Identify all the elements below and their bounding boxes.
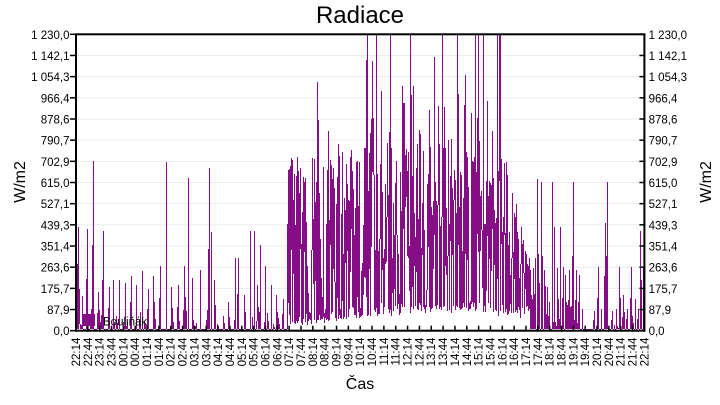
svg-text:07:44: 07:44: [296, 337, 308, 366]
svg-text:439,3: 439,3: [41, 220, 70, 232]
svg-text:17:14: 17:14: [521, 337, 533, 366]
svg-text:21:14: 21:14: [616, 337, 628, 366]
svg-text:702,9: 702,9: [649, 157, 678, 169]
svg-text:19:14: 19:14: [568, 337, 580, 366]
svg-text:Čas: Čas: [346, 374, 374, 393]
svg-text:175,7: 175,7: [649, 284, 678, 296]
svg-text:1 054,3: 1 054,3: [31, 72, 69, 84]
svg-text:527,1: 527,1: [41, 199, 70, 211]
svg-text:1 142,1: 1 142,1: [649, 51, 687, 63]
svg-text:966,4: 966,4: [41, 93, 70, 105]
svg-text:08:44: 08:44: [320, 337, 332, 366]
svg-text:87,9: 87,9: [649, 305, 671, 317]
svg-text:19:44: 19:44: [580, 337, 592, 366]
svg-text:W/m2: W/m2: [12, 161, 29, 203]
svg-text:615,0: 615,0: [649, 178, 678, 190]
svg-text:06:44: 06:44: [272, 337, 284, 366]
svg-text:263,6: 263,6: [649, 263, 678, 275]
svg-text:1 054,3: 1 054,3: [649, 72, 687, 84]
svg-text:15:44: 15:44: [485, 337, 497, 366]
svg-text:10:14: 10:14: [355, 337, 367, 366]
svg-text:351,4: 351,4: [41, 241, 70, 253]
svg-text:615,0: 615,0: [41, 178, 70, 190]
svg-text:03:14: 03:14: [189, 337, 201, 366]
svg-text:Bouliňák: Bouliňák: [103, 316, 147, 328]
svg-text:01:14: 01:14: [142, 337, 154, 366]
svg-text:20:44: 20:44: [604, 337, 616, 366]
svg-text:00:14: 00:14: [118, 337, 130, 366]
svg-text:23:44: 23:44: [107, 337, 119, 366]
svg-text:790,7: 790,7: [649, 136, 678, 148]
svg-text:09:14: 09:14: [332, 337, 344, 366]
svg-text:14:44: 14:44: [462, 337, 474, 366]
svg-text:16:14: 16:14: [497, 337, 509, 366]
svg-text:702,9: 702,9: [41, 157, 70, 169]
svg-text:21:44: 21:44: [628, 337, 640, 366]
svg-text:05:14: 05:14: [237, 337, 249, 366]
svg-text:07:14: 07:14: [284, 337, 296, 366]
svg-text:0,0: 0,0: [54, 326, 70, 338]
svg-text:263,6: 263,6: [41, 263, 70, 275]
svg-text:23:14: 23:14: [95, 337, 107, 366]
svg-text:0,0: 0,0: [649, 326, 665, 338]
svg-text:87,9: 87,9: [47, 305, 69, 317]
svg-text:18:14: 18:14: [545, 337, 557, 366]
svg-text:00:44: 00:44: [130, 337, 142, 366]
svg-text:10:44: 10:44: [367, 337, 379, 366]
svg-text:175,7: 175,7: [41, 284, 70, 296]
svg-text:12:44: 12:44: [414, 337, 426, 366]
svg-text:20:14: 20:14: [592, 337, 604, 366]
svg-text:18:44: 18:44: [557, 337, 569, 366]
svg-text:878,6: 878,6: [41, 114, 70, 126]
svg-text:09:44: 09:44: [343, 337, 355, 366]
svg-text:439,3: 439,3: [649, 220, 678, 232]
svg-text:04:44: 04:44: [225, 337, 237, 366]
svg-text:05:44: 05:44: [249, 337, 261, 366]
svg-text:15:14: 15:14: [474, 337, 486, 366]
svg-text:966,4: 966,4: [649, 93, 678, 105]
svg-text:04:14: 04:14: [213, 337, 225, 366]
svg-text:Radiace: Radiace: [316, 2, 404, 29]
svg-text:351,4: 351,4: [649, 241, 678, 253]
svg-text:527,1: 527,1: [649, 199, 678, 211]
svg-text:13:14: 13:14: [426, 337, 438, 366]
svg-text:17:44: 17:44: [533, 337, 545, 366]
svg-text:1 230,0: 1 230,0: [649, 30, 687, 42]
svg-text:02:44: 02:44: [178, 337, 190, 366]
svg-text:06:14: 06:14: [260, 337, 272, 366]
svg-text:22:14: 22:14: [71, 337, 83, 366]
svg-text:03:44: 03:44: [201, 337, 213, 366]
svg-text:W/m2: W/m2: [698, 161, 715, 203]
svg-text:16:44: 16:44: [509, 337, 521, 366]
svg-text:22:14: 22:14: [639, 337, 651, 366]
svg-text:22:44: 22:44: [83, 337, 95, 366]
svg-text:11:14: 11:14: [379, 337, 391, 366]
svg-text:1 142,1: 1 142,1: [31, 51, 69, 63]
svg-text:08:14: 08:14: [308, 337, 320, 366]
svg-text:790,7: 790,7: [41, 136, 70, 148]
svg-text:1 230,0: 1 230,0: [31, 30, 69, 42]
svg-text:14:14: 14:14: [450, 337, 462, 366]
svg-text:11:44: 11:44: [391, 337, 403, 366]
svg-text:12:14: 12:14: [403, 337, 415, 366]
svg-text:02:14: 02:14: [166, 337, 178, 366]
svg-text:878,6: 878,6: [649, 114, 678, 126]
svg-text:13:44: 13:44: [438, 337, 450, 366]
svg-text:01:44: 01:44: [154, 337, 166, 366]
